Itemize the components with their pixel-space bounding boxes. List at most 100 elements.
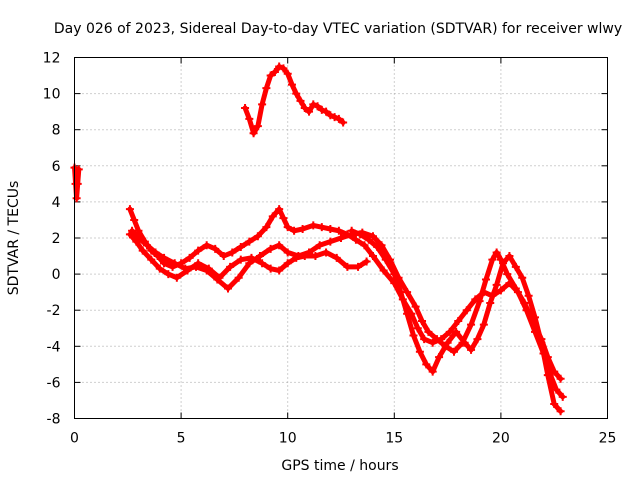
data-point-track-4 xyxy=(138,246,147,255)
data-point-track-2 xyxy=(558,392,567,401)
data-point-track-6 xyxy=(245,114,254,123)
data-point-track-2 xyxy=(262,223,271,232)
data-point-track-6 xyxy=(287,80,296,89)
data-point-track-4 xyxy=(132,237,141,246)
data-point-track-3 xyxy=(275,241,284,250)
data-point-track-4 xyxy=(247,253,256,262)
data-point-track-6 xyxy=(241,104,250,113)
data-point-track-4 xyxy=(354,262,363,271)
data-point-track-3 xyxy=(411,302,420,311)
data-point-track-4 xyxy=(204,264,213,273)
data-point-track-4 xyxy=(155,264,164,273)
data-point-track-4 xyxy=(183,266,192,275)
data-point-track-2 xyxy=(368,252,377,261)
data-point-track-2 xyxy=(334,226,343,235)
data-point-track-3 xyxy=(418,317,427,326)
data-point-track-3 xyxy=(475,297,484,306)
data-point-track-2 xyxy=(496,286,505,295)
data-point-track-3 xyxy=(368,232,377,241)
data-point-track-5 xyxy=(492,280,501,289)
data-point-track-6 xyxy=(300,104,309,113)
y-tick-label: -6 xyxy=(47,375,61,391)
data-point-track-2 xyxy=(283,223,292,232)
data-point-track-5 xyxy=(550,400,559,409)
data-point-track-5 xyxy=(381,255,390,264)
data-point-track-3 xyxy=(151,248,160,257)
series-line-track-6 xyxy=(242,64,346,136)
data-point-track-2 xyxy=(428,338,437,347)
data-point-track-4 xyxy=(311,252,320,261)
data-point-track-5 xyxy=(505,252,514,261)
data-point-track-4 xyxy=(275,266,284,275)
data-point-track-4 xyxy=(322,248,331,257)
data-point-track-3 xyxy=(556,374,565,383)
data-point-track-3 xyxy=(467,320,476,329)
data-point-track-3 xyxy=(503,270,512,279)
chart-title: Day 026 of 2023, Sidereal Day-to-day VTE… xyxy=(54,21,622,37)
y-axis-label: SDTVAR / TECUs xyxy=(6,181,22,296)
data-point-track-5 xyxy=(409,331,418,340)
data-point-track-5 xyxy=(543,371,552,380)
data-point-track-2 xyxy=(228,248,237,257)
x-axis-label: GPS time / hours xyxy=(281,458,398,474)
y-tick-label: -8 xyxy=(47,412,61,428)
data-point-track-3 xyxy=(520,298,529,307)
data-point-track-6 xyxy=(275,62,284,71)
data-point-track-2 xyxy=(202,241,211,250)
data-point-track-3 xyxy=(481,275,490,284)
data-point-track-6 xyxy=(249,129,258,138)
data-point-track-5 xyxy=(518,273,527,282)
data-point-track-2 xyxy=(236,243,245,252)
data-point-track-4 xyxy=(266,264,275,273)
data-point-track-5 xyxy=(486,298,495,307)
data-point-track-3 xyxy=(326,237,335,246)
data-point-track-6 xyxy=(258,100,267,109)
x-tick-label: 20 xyxy=(492,431,510,447)
x-tick-label: 25 xyxy=(599,431,617,447)
data-point-track-6 xyxy=(292,89,301,98)
data-point-track-2 xyxy=(360,241,369,250)
data-point-track-4 xyxy=(236,255,245,264)
data-point-track-5 xyxy=(356,230,365,239)
data-point-track-3 xyxy=(170,259,179,268)
data-point-track-4 xyxy=(300,252,309,261)
data-point-track-5 xyxy=(364,235,373,244)
x-tick-label: 10 xyxy=(279,431,297,447)
data-point-track-5 xyxy=(422,360,431,369)
data-point-track-1 xyxy=(72,194,81,203)
data-point-track-2 xyxy=(420,335,429,344)
data-point-track-5 xyxy=(473,335,482,344)
data-point-track-2 xyxy=(454,317,463,326)
data-point-track-3 xyxy=(160,253,169,262)
data-point-track-5 xyxy=(428,367,437,376)
data-point-track-6 xyxy=(334,114,343,123)
data-point-track-5 xyxy=(452,327,461,336)
data-series xyxy=(70,62,567,416)
data-point-track-2 xyxy=(211,244,220,253)
data-point-track-6 xyxy=(283,69,292,78)
data-point-track-5 xyxy=(531,313,540,322)
data-point-track-3 xyxy=(492,248,501,257)
data-point-track-5 xyxy=(390,270,399,279)
data-point-track-6 xyxy=(279,64,288,73)
data-point-track-2 xyxy=(219,252,228,261)
data-point-track-5 xyxy=(499,259,508,268)
data-point-track-2 xyxy=(125,205,134,214)
data-point-track-4 xyxy=(226,262,235,271)
data-point-track-5 xyxy=(524,291,533,300)
data-point-track-4 xyxy=(332,253,341,262)
data-point-track-5 xyxy=(373,243,382,252)
data-point-track-6 xyxy=(326,111,335,120)
data-point-track-2 xyxy=(351,235,360,244)
x-tick-label: 15 xyxy=(385,431,403,447)
data-point-track-4 xyxy=(283,259,292,268)
data-point-track-2 xyxy=(413,324,422,333)
data-point-track-2 xyxy=(245,237,254,246)
x-tick-labels: 0 5 10 15 20 25 xyxy=(70,431,616,447)
data-point-track-4 xyxy=(362,257,371,266)
data-point-track-5 xyxy=(396,288,405,297)
data-point-track-3 xyxy=(234,273,243,282)
data-point-track-6 xyxy=(266,71,275,80)
data-point-track-6 xyxy=(253,122,262,131)
data-point-track-4 xyxy=(194,259,203,268)
